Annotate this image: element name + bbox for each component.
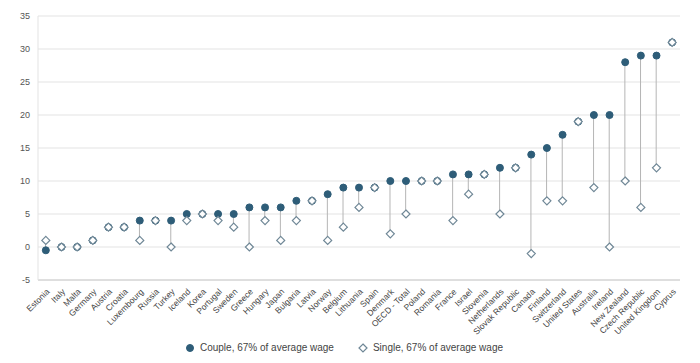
svg-text:Romania: Romania xyxy=(411,286,443,318)
svg-text:United States: United States xyxy=(540,286,584,330)
svg-text:25: 25 xyxy=(20,77,30,87)
svg-text:Ireland: Ireland xyxy=(589,286,616,313)
svg-text:-5: -5 xyxy=(22,275,30,285)
html-text:Single, 67% of average wage: Single, 67% of average wage xyxy=(372,342,503,353)
svg-text:Norway: Norway xyxy=(305,286,334,315)
svg-text:10: 10 xyxy=(20,176,30,186)
svg-text:35: 35 xyxy=(20,11,30,21)
svg-text:Slovenia: Slovenia xyxy=(459,286,490,317)
svg-text:Greece: Greece xyxy=(228,286,256,314)
svg-text:Turkey: Turkey xyxy=(151,286,177,312)
svg-text:Israel: Israel xyxy=(452,286,475,309)
svg-text:20: 20 xyxy=(20,110,30,120)
svg-text:Portugal: Portugal xyxy=(194,286,224,317)
svg-text:Spain: Spain xyxy=(357,286,381,310)
svg-text:Sweden: Sweden xyxy=(210,286,240,316)
svg-text:Poland: Poland xyxy=(401,286,428,313)
svg-text:Austria: Austria xyxy=(88,286,115,313)
svg-text:Switzerland: Switzerland xyxy=(530,286,569,325)
svg-text:Croatia: Croatia xyxy=(103,286,130,314)
svg-text:OECD - Total: OECD - Total xyxy=(369,286,412,329)
svg-text:Korea: Korea xyxy=(185,286,209,310)
svg-text:Bulgaria: Bulgaria xyxy=(272,286,302,316)
svg-text:5: 5 xyxy=(25,209,30,219)
svg-text:15: 15 xyxy=(20,143,30,153)
svg-text:0: 0 xyxy=(25,242,30,252)
svg-text:Latvia: Latvia xyxy=(294,286,318,310)
svg-text:Netherlands: Netherlands xyxy=(466,286,506,327)
svg-text:Malta: Malta xyxy=(61,286,83,309)
svg-text:Lithuania: Lithuania xyxy=(333,286,365,319)
svg-text:Finland: Finland xyxy=(525,286,553,314)
svg-text:Belgium: Belgium xyxy=(320,286,349,316)
svg-text:30: 30 xyxy=(20,44,30,54)
svg-text:Iceland: Iceland xyxy=(166,286,193,314)
svg-text:United Kingdom: United Kingdom xyxy=(612,287,662,337)
svg-text:Estonia: Estonia xyxy=(24,286,51,313)
svg-text:Russia: Russia xyxy=(135,286,162,313)
svg-text:Italy: Italy xyxy=(49,286,68,305)
html-text:Couple, 67% of average wage: Couple, 67% of average wage xyxy=(200,342,334,353)
svg-text:Canada: Canada xyxy=(508,286,537,315)
svg-text:New Zealand: New Zealand xyxy=(588,286,631,330)
svg-text:Cyprus: Cyprus xyxy=(652,287,678,313)
svg-text:Hungary: Hungary xyxy=(240,286,271,317)
svg-text:Luxembourg: Luxembourg xyxy=(105,286,146,328)
svg-text:Germany: Germany xyxy=(66,286,99,319)
svg-text:Japan: Japan xyxy=(262,286,287,311)
svg-text:Australia: Australia xyxy=(569,286,600,318)
svg-text:Slovak Republic: Slovak Republic xyxy=(471,286,522,337)
svg-text:Denmark: Denmark xyxy=(364,286,396,319)
svg-text:Czech Republic: Czech Republic xyxy=(597,286,647,336)
svg-text:France: France xyxy=(432,286,459,313)
